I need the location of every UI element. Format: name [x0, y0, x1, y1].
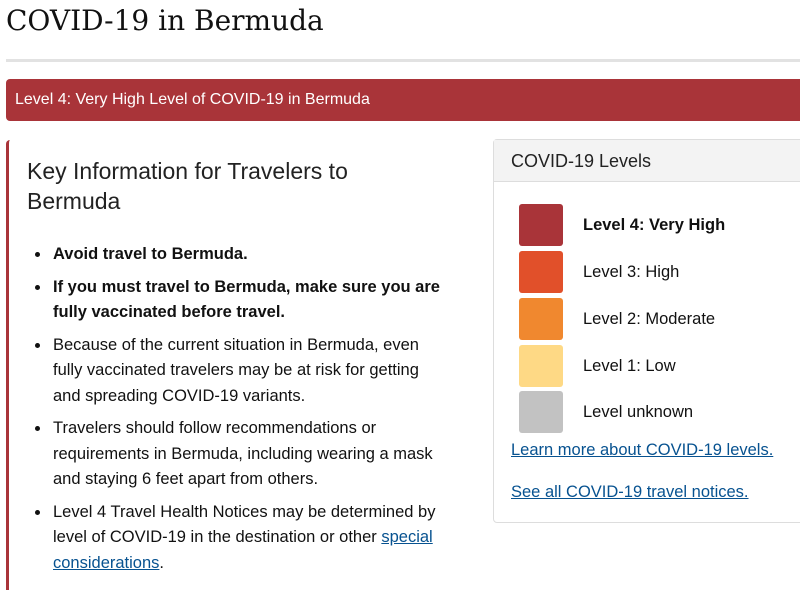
- covid-levels-panel: COVID-19 Levels Level 4: Very High Level…: [493, 139, 800, 523]
- key-information-heading: Key Information for Travelers to Bermuda: [27, 158, 348, 214]
- level-label: Level 4: Very High: [583, 216, 726, 234]
- list-item-text: .: [159, 553, 164, 572]
- level-3-legend: Level 3: High: [519, 251, 800, 293]
- special-considerations-link[interactable]: special considerations: [53, 528, 433, 572]
- level-swatch: [519, 391, 563, 433]
- level-swatch: [519, 298, 563, 340]
- level-banner: Level 4: Very High Level of COVID-19 in …: [6, 79, 800, 121]
- level-swatch: [519, 204, 563, 246]
- level-swatch: [519, 251, 563, 293]
- list-item: Avoid travel to Bermuda.: [51, 242, 446, 268]
- level-4-legend: Level 4: Very High: [519, 204, 800, 246]
- key-information-card: Key Information for Travelers to Bermuda…: [6, 140, 466, 590]
- list-item: Because of the current situation in Berm…: [51, 333, 446, 410]
- level-unknown-legend: Level unknown: [519, 391, 800, 433]
- level-label: Level unknown: [583, 403, 694, 421]
- level-label: Level 3: High: [583, 263, 680, 281]
- page-title: COVID-19 in Bermuda: [6, 4, 324, 37]
- list-item: If you must travel to Bermuda, make sure…: [51, 275, 446, 326]
- level-1-legend: Level 1: Low: [519, 345, 800, 387]
- level-label: Level 2: Moderate: [583, 310, 716, 328]
- list-item: Travelers should follow recommendations …: [51, 416, 446, 493]
- level-swatch: [519, 345, 563, 387]
- see-all-notices-link[interactable]: See all COVID-19 travel notices.: [511, 483, 749, 501]
- learn-more-link[interactable]: Learn more about COVID-19 levels.: [511, 441, 774, 459]
- list-item: Level 4 Travel Health Notices may be det…: [51, 500, 446, 577]
- panel-title: COVID-19 Levels: [494, 140, 800, 182]
- level-label: Level 1: Low: [583, 357, 676, 375]
- level-2-legend: Level 2: Moderate: [519, 298, 800, 340]
- key-information-list: Avoid travel to Bermuda. If you must tra…: [51, 242, 446, 583]
- divider: [6, 59, 800, 62]
- list-item-text: Level 4 Travel Health Notices may be det…: [53, 502, 436, 547]
